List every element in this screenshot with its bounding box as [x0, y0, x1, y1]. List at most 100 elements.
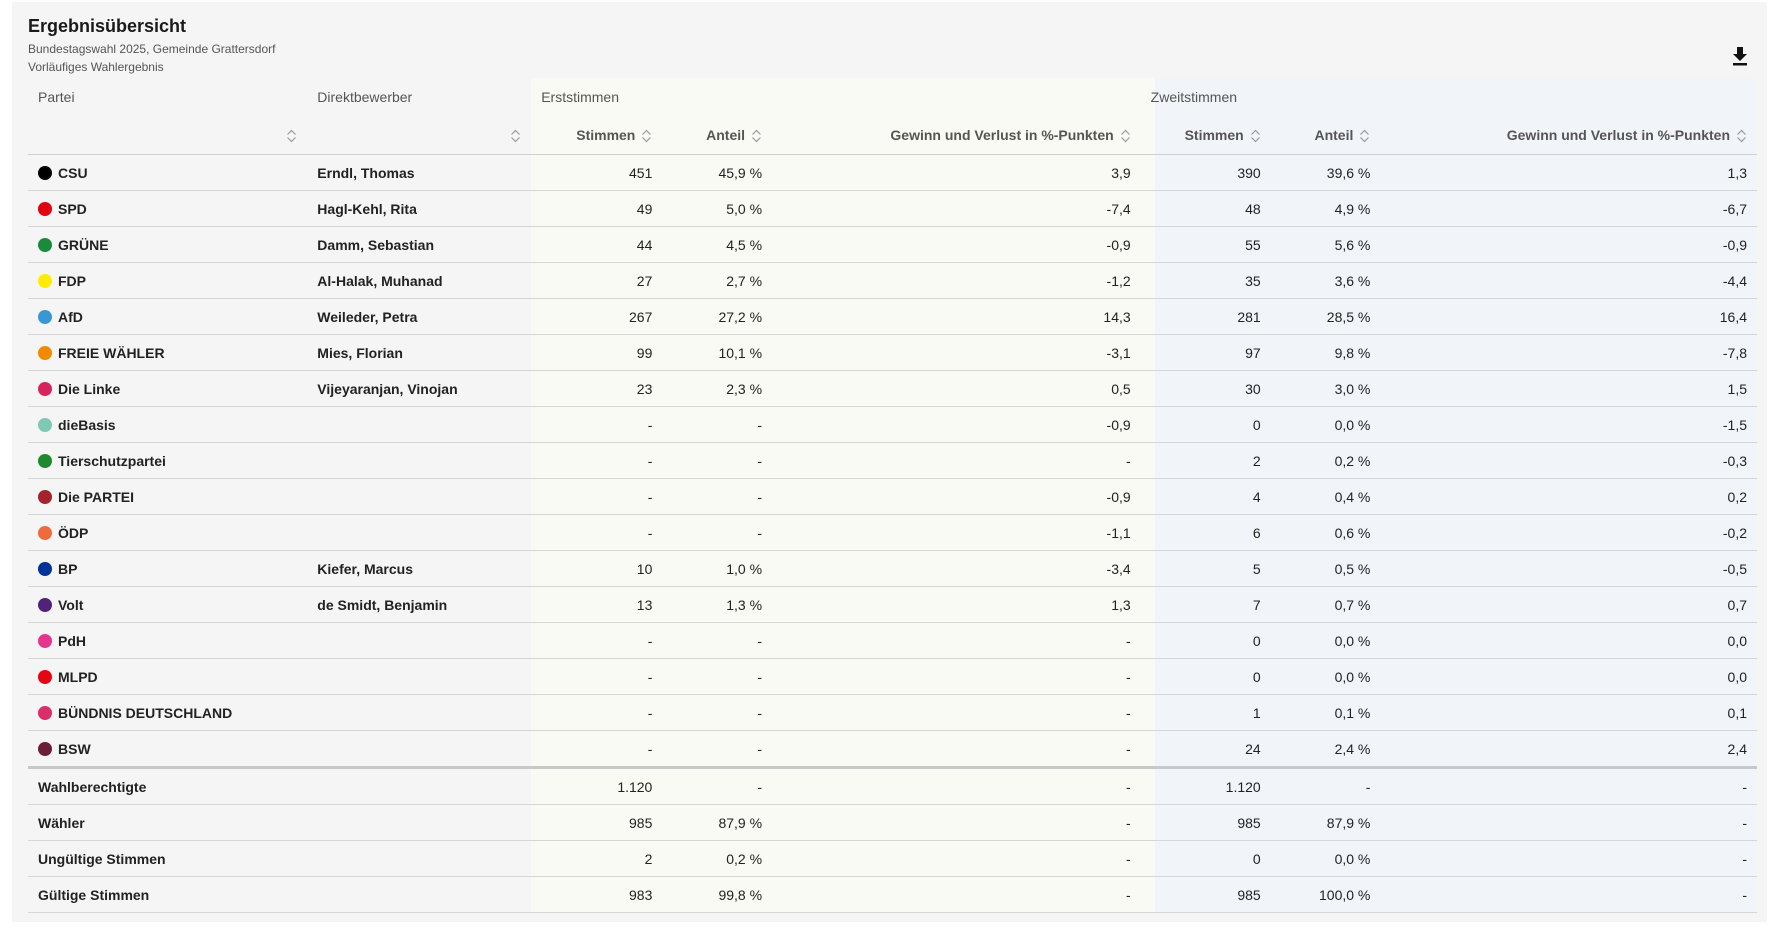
party-cell: SPD [28, 190, 308, 227]
zweit-gewinn-verlust: - [1380, 876, 1757, 913]
table-row: Volt de Smidt, Benjamin 13 1,3 % 1,3 7 0,7 % 0,… [28, 586, 1757, 623]
zweit-gewinn-verlust: -0,5 [1380, 550, 1757, 587]
zweit-stimmen: 35 [1140, 262, 1271, 299]
zweit-anteil: 5,6 % [1270, 226, 1381, 263]
col-direktbewerber: Direktbewerber [317, 89, 413, 105]
erst-stimmen: 13 [531, 586, 663, 623]
sort-icon [752, 129, 761, 143]
erst-gewinn-verlust: 1,3 [772, 586, 1141, 623]
sort-direktbewerber[interactable] [307, 116, 532, 155]
zweit-gewinn-verlust: -0,9 [1380, 226, 1757, 263]
party-cell: AfD [28, 298, 308, 335]
party-cell: BSW [28, 730, 308, 768]
table-row: BSW - - -24 2,4 % 2,4 [28, 730, 1757, 768]
erst-gewinn-verlust: 3,9 [772, 154, 1141, 191]
table-row: CSU Erndl, Thomas 451 45,9 % 3,9 390 39,6 % 1,3 [28, 154, 1757, 191]
candidate-name: Hagl-Kehl, Rita [307, 190, 532, 227]
candidate-name [307, 514, 532, 551]
sort-erst-stimmen[interactable]: Stimmen [531, 116, 663, 155]
zweit-anteil: 0,5 % [1270, 550, 1381, 587]
zweit-anteil: 9,8 % [1270, 334, 1381, 371]
erst-gewinn-verlust: -7,4 [772, 190, 1141, 227]
candidate-name [307, 694, 532, 731]
candidate-name: Damm, Sebastian [307, 226, 532, 263]
sort-icon [1360, 129, 1370, 143]
sort-icon [1250, 129, 1260, 143]
results-panel: Ergebnisübersicht Bundestagswahl 2025, G… [12, 2, 1767, 922]
zweit-anteil: 0,0 % [1270, 658, 1381, 695]
sort-zweit-gewinn[interactable]: Gewinn und Verlust in %-Punkten [1380, 116, 1757, 155]
erst-gewinn-verlust: -1,1 [772, 514, 1141, 551]
zweit-stimmen: 30 [1140, 370, 1271, 407]
erst-anteil: 2,3 % [662, 370, 773, 407]
zweit-anteil: 2,4 % [1270, 730, 1381, 768]
zweit-stimmen: 0 [1140, 406, 1271, 443]
zweit-anteil: 39,6 % [1270, 154, 1381, 191]
zweit-gewinn-verlust: 0,2 [1380, 478, 1757, 515]
party-color-dot [38, 489, 52, 504]
party-color-dot [38, 741, 52, 756]
party-name: SPD [58, 200, 87, 217]
sort-erst-gewinn[interactable]: Gewinn und Verlust in %-Punkten [772, 116, 1141, 155]
erst-gewinn-verlust: -0,9 [772, 478, 1141, 515]
erst-gewinn-verlust: - [772, 442, 1141, 479]
erst-gewinn-verlust: 14,3 [772, 298, 1141, 335]
erst-gewinn-verlust: -0,9 [772, 406, 1141, 443]
zweit-stimmen: 985 [1140, 804, 1271, 841]
erst-anteil: - [662, 514, 773, 551]
party-color-dot [38, 525, 52, 540]
sort-zweit-anteil[interactable]: Anteil [1270, 116, 1381, 155]
zweit-stimmen: 985 [1140, 876, 1271, 913]
zweit-stimmen: 55 [1140, 226, 1271, 263]
candidate-name: Weileder, Petra [307, 298, 532, 335]
erst-stimmen: 27 [531, 262, 663, 299]
party-name: FDP [58, 272, 86, 289]
party-cell: MLPD [28, 658, 308, 695]
sort-erst-anteil[interactable]: Anteil [662, 116, 773, 155]
party-name: Die Linke [58, 380, 121, 397]
erst-stimmen: 99 [531, 334, 663, 371]
zweit-anteil: 0,0 % [1270, 622, 1381, 659]
zweit-stimmen: 1.120 [1140, 766, 1271, 805]
zweit-gewinn-verlust: -1,5 [1380, 406, 1757, 443]
party-color-dot [38, 561, 52, 576]
zweit-gewinn-verlust: 0,0 [1380, 658, 1757, 695]
erst-anteil: 45,9 % [662, 154, 773, 191]
erst-stimmen: 44 [531, 226, 663, 263]
erst-gewinn-verlust: -0,9 [772, 226, 1141, 263]
candidate-name: de Smidt, Benjamin [307, 586, 532, 623]
party-name: BSW [58, 740, 91, 757]
party-color-dot [38, 597, 52, 612]
candidate-name [307, 622, 532, 659]
zweit-stimmen: 6 [1140, 514, 1271, 551]
erst-stimmen: 983 [531, 876, 663, 913]
result-status: Vorläufiges Wahlergebnis [28, 60, 164, 74]
table-row: Tierschutzpartei - - -2 0,2 % -0,3 [28, 442, 1757, 479]
erst-gewinn-verlust: - [772, 766, 1141, 805]
sort-zweit-stimmen[interactable]: Stimmen [1140, 116, 1271, 155]
party-color-dot [38, 201, 52, 216]
candidate-name: Mies, Florian [307, 334, 532, 371]
party-color-dot [38, 345, 52, 360]
zweit-gewinn-verlust: 1,3 [1380, 154, 1757, 191]
party-cell: ÖDP [28, 514, 308, 551]
group-erststimmen: Erststimmen [541, 89, 619, 105]
party-name: PdH [58, 632, 86, 649]
party-color-dot [38, 381, 52, 396]
party-cell: Tierschutzpartei [28, 442, 308, 479]
party-name: Volt [58, 596, 84, 613]
download-icon[interactable] [1731, 46, 1749, 66]
erst-stimmen: 23 [531, 370, 663, 407]
group-zweitstimmen: Zweitstimmen [1150, 89, 1238, 105]
erst-stimmen: - [531, 478, 663, 515]
zweit-anteil: 100,0 % [1270, 876, 1381, 913]
party-cell: GRÜNE [28, 226, 308, 263]
sort-partei[interactable] [28, 116, 308, 155]
party-name: ÖDP [58, 524, 89, 541]
sort-icon [1737, 129, 1746, 143]
party-name: CSU [58, 164, 88, 181]
erst-gewinn-verlust: -3,1 [772, 334, 1141, 371]
zweit-stimmen: 97 [1140, 334, 1271, 371]
party-color-dot [38, 165, 52, 180]
zweit-anteil: 0,7 % [1270, 586, 1381, 623]
